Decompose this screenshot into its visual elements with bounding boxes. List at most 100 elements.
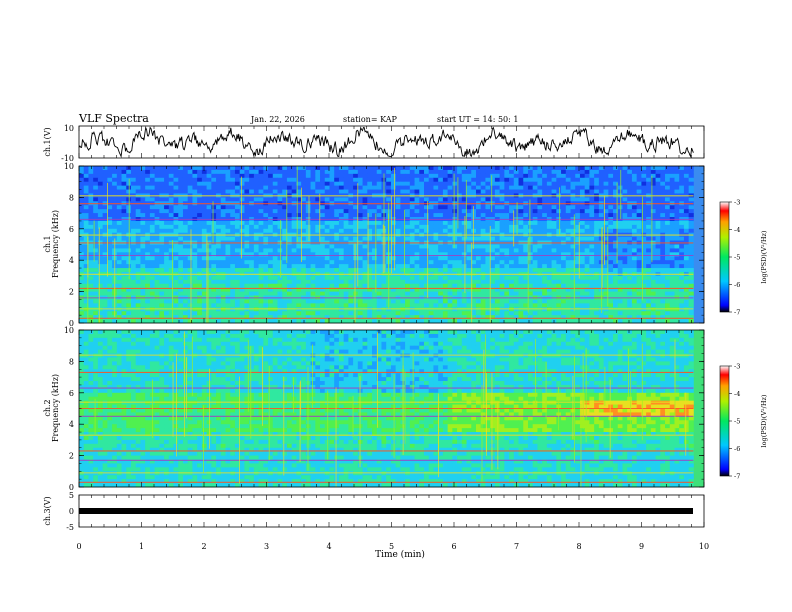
spectrogram-cell <box>575 185 581 190</box>
spectrogram-cell <box>305 209 311 214</box>
spectrogram-cell <box>121 224 127 230</box>
spectrogram-cell <box>688 252 694 257</box>
spectrogram-cell <box>641 279 647 285</box>
spectrogram-cell <box>688 244 694 249</box>
spectrogram-cell <box>168 166 174 171</box>
spectrogram-cell <box>107 287 113 293</box>
spectrogram-cell <box>636 260 642 265</box>
spectrogram-cell <box>362 256 368 261</box>
spectrogram-cell <box>83 283 89 289</box>
spectrogram-cell <box>305 205 311 210</box>
spectrogram-cell <box>546 291 552 296</box>
spectrogram-cell <box>665 275 671 281</box>
spectrogram-cell <box>258 197 264 202</box>
spectrogram-cell <box>527 303 534 308</box>
spectrogram-cell <box>494 264 501 269</box>
spectrogram-cell <box>466 307 472 312</box>
spectrogram-cell <box>386 311 392 316</box>
ch1-waveform-ticks <box>78 126 705 158</box>
spectrogram-cell <box>192 228 198 234</box>
spectrogram-cell <box>570 173 576 179</box>
spectrogram-cell <box>409 169 415 175</box>
spectrogram-cell <box>551 177 557 183</box>
spectrogram-cell <box>338 197 345 202</box>
spectrogram-cell <box>527 166 534 171</box>
spectrogram-cell <box>216 236 222 241</box>
spectrogram-cell <box>622 275 628 281</box>
ch1-ytick-bottom: -10 <box>61 154 74 163</box>
spectrogram-cell <box>97 291 104 296</box>
spectrogram-cell <box>225 291 231 296</box>
spectrogram-cell <box>390 236 397 241</box>
spectrogram-cell <box>527 213 534 218</box>
spectrogram-cell <box>343 181 349 187</box>
spectrogram-cell <box>97 311 104 316</box>
spectrogram-cell <box>546 279 552 285</box>
spectrogram-cell <box>149 224 156 230</box>
spectrogram-cell <box>206 307 212 312</box>
spectrogram-cell <box>650 236 656 241</box>
spectrogram-cell <box>206 185 212 190</box>
spectrogram-cell <box>372 209 378 214</box>
spectrogram-cell <box>386 185 392 190</box>
spectrogram-cell <box>665 224 671 230</box>
spectrogram-cell <box>206 205 212 210</box>
spectrogram-cell <box>428 213 434 218</box>
spectrogram-cell <box>617 264 623 269</box>
spectrogram-cell <box>258 264 264 269</box>
spectrogram-cell <box>282 224 288 230</box>
spectrogram-cell <box>140 283 146 289</box>
spectrogram-cell <box>310 299 316 304</box>
spectrogram-cell <box>211 307 217 312</box>
spectrogram-cell <box>627 279 633 285</box>
spectrogram-cell <box>107 299 113 304</box>
spectrogram-cell <box>485 299 491 304</box>
spectrogram-cell <box>674 220 680 226</box>
spectrogram-cell <box>97 256 104 261</box>
spectrogram-cell <box>310 260 316 265</box>
spectrogram-cell <box>400 248 406 253</box>
spectrogram-cell <box>641 166 647 171</box>
spectrogram-cell <box>405 256 411 261</box>
spectrogram-cell <box>145 197 151 202</box>
spectrogram-cell <box>338 299 345 304</box>
spectrogram-cell <box>504 189 510 194</box>
spectrogram-cell <box>523 260 529 265</box>
spectrogram-cell <box>655 224 661 230</box>
spectrogram-cell <box>428 248 434 253</box>
spectrogram-cell <box>88 260 94 265</box>
spectrogram-cell <box>499 205 505 210</box>
spectrogram-cell <box>509 283 515 289</box>
spectrogram-cell <box>272 228 278 234</box>
spectrogram-cell <box>357 205 363 210</box>
spectrogram-cell <box>475 283 482 289</box>
spectrogram-cell <box>669 279 675 285</box>
spectrogram-cell <box>442 220 449 226</box>
spectrogram-cell <box>641 209 647 214</box>
spectrogram-cell <box>149 177 156 183</box>
spectrogram-cell <box>291 311 297 316</box>
spectrogram-cell <box>428 260 434 265</box>
spectrogram-cell <box>424 248 430 253</box>
spectrogram-cell <box>154 224 160 230</box>
spectrogram-cell <box>159 311 165 316</box>
spectrogram-cell <box>315 279 321 285</box>
spectrogram-cell <box>631 248 638 253</box>
spectrogram-cell <box>655 299 661 304</box>
spectrogram-cell <box>83 244 89 249</box>
spectrogram-cell <box>107 264 113 269</box>
spectrogram-cell <box>121 228 127 234</box>
spectrogram-cell <box>438 209 444 214</box>
spectrogram-cell <box>93 197 99 202</box>
spectrogram-cell <box>187 236 193 241</box>
spectrogram-cell <box>480 244 486 249</box>
spectrogram-cell <box>277 185 283 190</box>
spectrogram-cell <box>135 275 141 281</box>
spectrogram-cell <box>556 248 562 253</box>
spectrogram-cell <box>679 260 685 265</box>
spectrogram-cell <box>570 189 576 194</box>
spectrogram-cell <box>570 185 576 190</box>
spectrogram-cell <box>206 264 212 269</box>
spectrogram-cell <box>192 283 198 289</box>
spectrogram-cell <box>201 252 208 257</box>
